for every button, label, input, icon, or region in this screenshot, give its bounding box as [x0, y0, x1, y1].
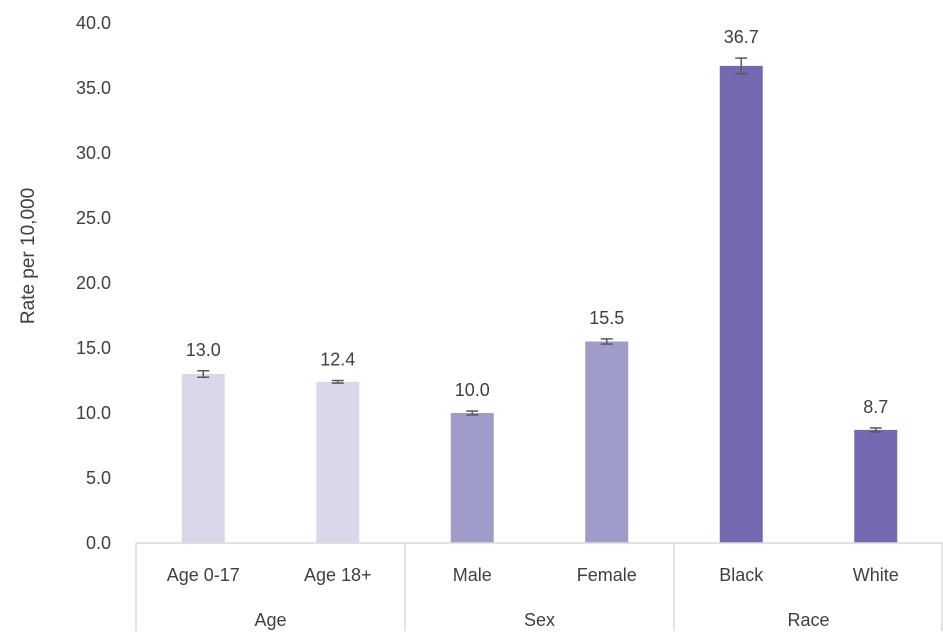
- y-tick-label: 10.0: [76, 403, 111, 423]
- y-tick-label: 0.0: [86, 533, 111, 553]
- data-label: 12.4: [320, 350, 355, 370]
- y-tick-label: 35.0: [76, 78, 111, 98]
- data-label: 36.7: [724, 27, 759, 47]
- x-tick-label: White: [853, 565, 899, 585]
- bar: [719, 65, 763, 544]
- x-axis: Age 0-17 Age 18+ Male Female Black White Age Se…: [135, 542, 943, 631]
- y-tick-label: 30.0: [76, 143, 111, 163]
- x-tick-label: Age 18+: [304, 565, 372, 585]
- group-label: Age: [254, 610, 286, 630]
- y-tick-label: 20.0: [76, 273, 111, 293]
- y-axis-ticks: 0.0 5.0 10.0 15.0 20.0 25.0 30.0 35.0 40.0: [76, 13, 111, 553]
- y-tick-label: 40.0: [76, 13, 111, 33]
- group-label: Race: [787, 610, 829, 630]
- data-label: 8.7: [863, 397, 888, 417]
- x-tick-label: Age 0-17: [167, 565, 240, 585]
- y-axis-title: Rate per 10,000: [18, 188, 39, 324]
- y-tick-label: 5.0: [86, 468, 111, 488]
- data-labels: 13.0 12.4 10.0 15.5 36.7 8.7: [186, 27, 889, 417]
- group-label: Sex: [524, 610, 555, 630]
- bar: [450, 413, 494, 543]
- error-bars: [197, 57, 882, 433]
- x-tick-label: Black: [719, 565, 764, 585]
- bar: [316, 381, 360, 543]
- bars: [181, 65, 898, 544]
- y-tick-label: 25.0: [76, 208, 111, 228]
- y-tick-label: 15.0: [76, 338, 111, 358]
- data-label: 15.5: [589, 308, 624, 328]
- x-tick-label: Female: [577, 565, 637, 585]
- data-label: 13.0: [186, 340, 221, 360]
- bar: [585, 341, 629, 543]
- bar: [181, 374, 225, 543]
- bar: [854, 429, 898, 543]
- data-label: 10.0: [455, 380, 490, 400]
- x-tick-label: Male: [453, 565, 492, 585]
